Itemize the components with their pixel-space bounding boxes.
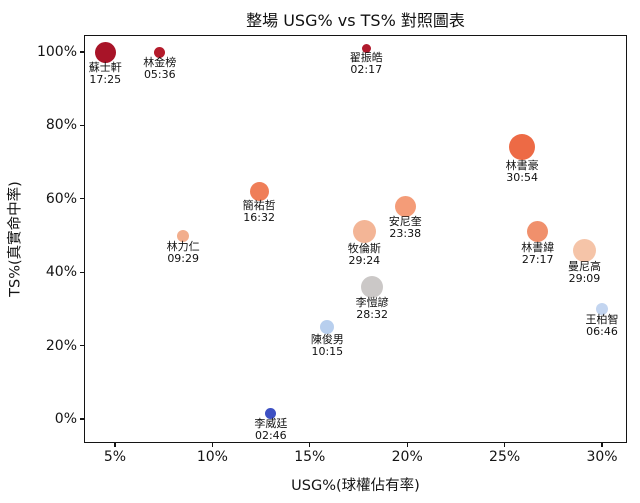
data-point-bubble (352, 220, 376, 244)
data-point-bubble (596, 302, 608, 315)
data-point-name: 林金榜 (143, 56, 177, 69)
x-tick-label: 25% (489, 449, 521, 465)
data-point-name: 李愷諺 (355, 296, 389, 310)
data-point-name: 蘇士軒 (88, 61, 122, 74)
data-point-bubble (572, 238, 596, 262)
x-tick-label: 20% (391, 449, 423, 465)
data-point-minutes: 29:24 (348, 253, 381, 267)
x-tick-label: 30% (586, 449, 618, 465)
data-point-bubble (177, 229, 190, 242)
chart-title: 整場 USG% vs TS% 對照圖表 (246, 11, 465, 30)
data-point-bubble (94, 41, 116, 63)
data-point-name: 李威廷 (254, 417, 288, 431)
data-point-minutes: 16:32 (243, 211, 275, 225)
y-tick-label: 20% (45, 337, 77, 354)
data-point-name: 翟振皓 (349, 51, 383, 65)
y-tick-label: 40% (45, 264, 77, 281)
data-point-bubble (249, 181, 269, 201)
data-point-bubble (361, 43, 371, 53)
data-point-name: 曼尼高 (567, 260, 601, 274)
y-tick-mark (80, 124, 84, 127)
data-point-minutes: 29:09 (568, 272, 601, 286)
data-point-minutes: 05:36 (143, 68, 176, 81)
data-point-name: 王柏智 (585, 313, 619, 327)
y-tick-mark (80, 344, 84, 347)
data-point-bubble (320, 320, 335, 335)
y-tick-mark (80, 198, 84, 200)
y-tick-mark (80, 418, 84, 420)
data-point-name: 安尼奎 (388, 215, 422, 229)
data-point-bubble (527, 221, 549, 243)
data-point-bubble (361, 275, 384, 298)
x-tick-mark (211, 443, 214, 447)
y-tick-label: 100% (36, 44, 77, 60)
data-point-minutes: 09:29 (167, 252, 200, 265)
data-point-minutes: 28:32 (356, 308, 388, 322)
data-point-name: 林力仁 (166, 240, 200, 253)
data-point-name: 林書緯 (521, 240, 555, 254)
x-tick-mark (406, 443, 408, 447)
data-point-minutes: 06:46 (586, 325, 618, 339)
data-point-minutes: 02:17 (350, 63, 383, 77)
data-point-name: 陳俊男 (310, 332, 344, 346)
x-tick-label: 10% (196, 449, 228, 465)
data-point-minutes: 23:38 (389, 227, 422, 241)
data-point-bubble (265, 407, 277, 419)
x-tick-mark (114, 443, 116, 447)
x-tick-mark (601, 443, 603, 447)
data-point-name: 簡祐哲 (242, 199, 276, 213)
x-tick-mark (309, 443, 311, 447)
data-point-bubble (509, 134, 536, 161)
data-point-minutes: 10:15 (311, 344, 344, 358)
data-point-bubble (394, 195, 416, 217)
y-tick-mark (80, 51, 84, 53)
x-tick-label: 15% (294, 449, 326, 465)
y-tick-label: 60% (45, 190, 77, 207)
y-tick-label: 80% (45, 117, 77, 134)
x-tick-mark (503, 443, 506, 447)
data-point-name: 牧倫斯 (347, 241, 381, 255)
x-tick-label: 5% (103, 449, 127, 465)
data-point-minutes: 30:54 (506, 170, 538, 184)
y-tick-label: 0% (54, 411, 77, 427)
data-point-name: 林書豪 (505, 158, 539, 172)
y-tick-mark (80, 271, 84, 273)
data-point-minutes: 27:17 (521, 252, 554, 266)
data-point-minutes: 17:25 (89, 73, 122, 86)
data-point-minutes: 02:46 (254, 429, 287, 443)
x-axis-label: USG%(球權佔有率) (291, 478, 420, 494)
data-point-bubble (154, 46, 166, 58)
